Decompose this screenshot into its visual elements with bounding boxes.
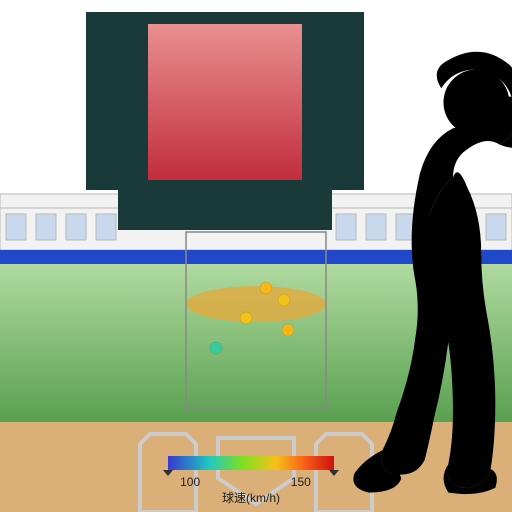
scoreboard-screen	[148, 24, 302, 180]
stands-window	[486, 214, 506, 240]
stands-window	[336, 214, 356, 240]
stands-window	[6, 214, 26, 240]
stands-window	[36, 214, 56, 240]
pitch-marker[interactable]	[210, 342, 222, 354]
legend-tick: 100	[180, 475, 200, 489]
pitch-marker[interactable]	[240, 312, 252, 324]
legend-tick: 150	[291, 475, 311, 489]
pitch-marker[interactable]	[260, 282, 272, 294]
pitchers-mound	[186, 286, 326, 322]
velocity-legend-bar	[168, 456, 334, 470]
stands-window	[66, 214, 86, 240]
stands-window	[366, 214, 386, 240]
pitch-marker[interactable]	[278, 294, 290, 306]
pitch-marker[interactable]	[282, 324, 294, 336]
legend-label: 球速(km/h)	[222, 491, 280, 505]
stands-window	[96, 214, 116, 240]
scoreboard-shelf	[118, 190, 332, 230]
